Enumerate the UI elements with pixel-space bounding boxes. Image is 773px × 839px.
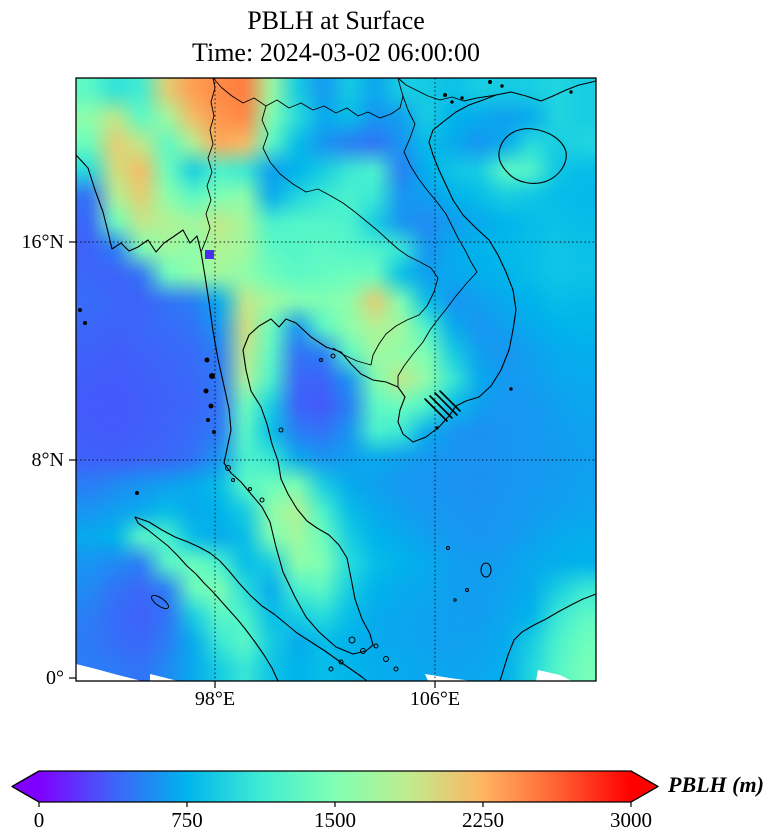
cbtick-750: 750 [171,808,203,832]
ytick-16n: 16°N [21,231,64,253]
islands [78,80,573,672]
country-borders [200,77,497,387]
low-value-pixel [205,250,214,259]
ytick-0: 0° [46,667,64,689]
cbtick-0: 0 [33,808,45,832]
colorbar-body [11,770,659,803]
plot-title: PBLH at Surface [247,6,425,35]
axis-ticks [69,241,436,688]
cbtick-1500: 1500 [314,808,356,832]
nodata-patches [76,664,572,681]
borneo-coastline [499,593,597,682]
coastlines [75,80,597,682]
mainland-coastline [75,80,597,655]
axes-frame [69,77,597,688]
pblh-heatmap [76,78,596,681]
sumatra-coastline [134,516,368,682]
hainan-coastline [498,128,567,184]
colorbar-label: PBLH (m) [668,772,764,797]
ytick-8n: 8°N [31,449,64,471]
colorbar [11,770,659,807]
plot-subtitle: Time: 2024-03-02 06:00:00 [192,38,480,67]
xtick-106e: 106°E [409,688,461,710]
mekong-delta-channels [424,390,461,422]
xtick-98e: 98°E [194,688,236,710]
colorbar-ticks [38,802,632,807]
cbtick-2250: 2250 [462,808,504,832]
cbtick-3000: 3000 [610,808,652,832]
graticule [76,78,596,681]
